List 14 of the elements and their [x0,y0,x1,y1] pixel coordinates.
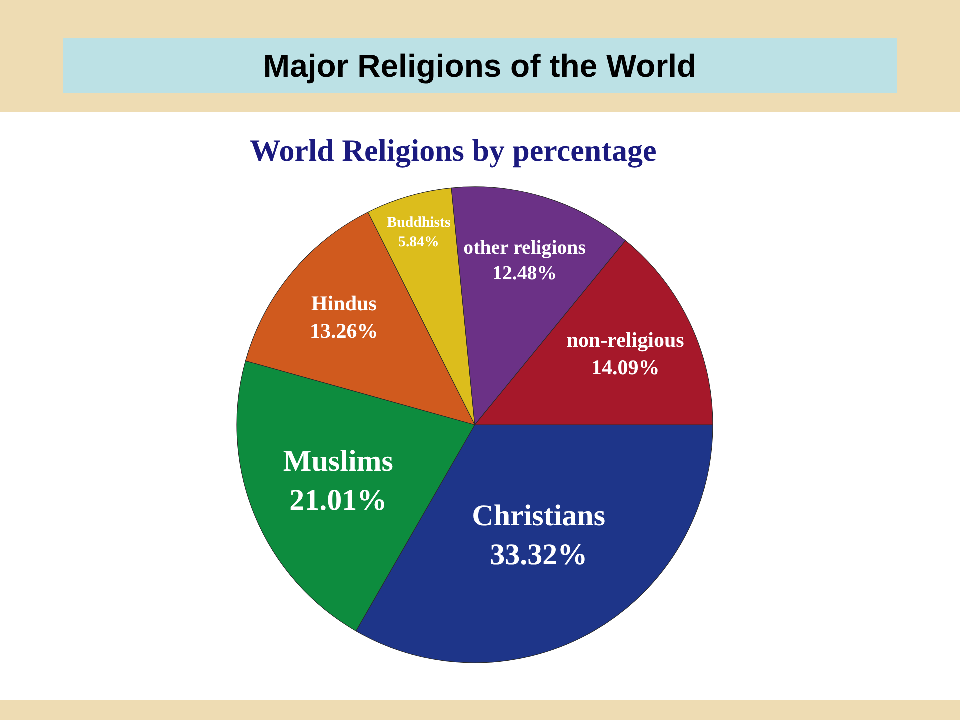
slice-label: non-religious [566,328,684,352]
data-label: 12.48% [492,262,558,285]
data-label: 21.01% [290,484,388,517]
chart-title: Major Religions of the World [263,48,697,84]
slice-label: Hindus [311,292,377,316]
slice-label: Muslims [283,444,394,478]
chart-subtitle: World Religions by percentage [250,133,657,168]
slice-label: Christians [472,499,606,532]
data-label: 14.09% [591,355,660,380]
slice-label: Buddhists [387,214,452,231]
data-label: 13.26% [310,318,378,343]
data-label: 33.32% [490,538,588,572]
slice-label: other religions [464,236,586,259]
data-label: 5.84% [398,234,440,250]
